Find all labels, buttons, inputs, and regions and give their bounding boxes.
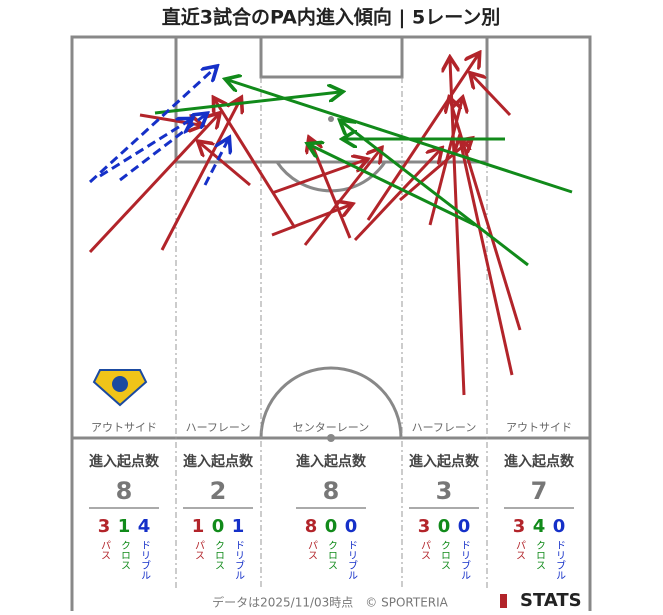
- lane-total: 8: [323, 477, 340, 505]
- lane-name: センターレーン: [293, 421, 369, 434]
- count-label: パス: [514, 540, 526, 560]
- count-value: 8: [305, 516, 318, 537]
- count-value: 1: [232, 516, 245, 537]
- lane-name: ハーフレーン: [186, 421, 251, 434]
- count-value: 3: [418, 516, 431, 537]
- lane-stats: アウトサイド進入起点数83パス1クロス4ドリブルハーフレーン進入起点数21パス0…: [89, 421, 575, 580]
- logo-mark: [500, 594, 507, 608]
- count-value: 0: [325, 516, 338, 537]
- count-value: 0: [345, 516, 358, 537]
- count-value: 3: [513, 516, 526, 537]
- lane-name: アウトサイド: [506, 421, 572, 434]
- count-value: 4: [533, 516, 546, 537]
- entry-arrows: [88, 55, 573, 396]
- count-label: ドリブル: [459, 540, 471, 580]
- count-label: パス: [193, 540, 205, 560]
- lane-total: 8: [116, 477, 133, 505]
- lane-name: アウトサイド: [91, 421, 157, 434]
- team-emblem: [92, 369, 148, 407]
- count-label: クロス: [534, 540, 545, 570]
- lane-total: 2: [210, 477, 227, 505]
- count-label: パス: [99, 540, 111, 560]
- lane-total: 3: [436, 477, 453, 505]
- count-value: 0: [212, 516, 225, 537]
- logo: STATS: [520, 590, 582, 611]
- count-label: クロス: [439, 540, 450, 570]
- pitch: [70, 35, 592, 615]
- count-value: 4: [138, 516, 151, 537]
- count-label: パス: [306, 540, 318, 560]
- count-label: ドリブル: [554, 540, 566, 580]
- count-label: ドリブル: [346, 540, 358, 580]
- count-value: 0: [458, 516, 471, 537]
- count-value: 0: [553, 516, 566, 537]
- lane-heading: 進入起点数: [409, 453, 480, 470]
- lane-heading: 進入起点数: [89, 453, 160, 470]
- title: 直近3試合のPA内進入傾向 | 5レーン別: [162, 6, 501, 29]
- count-value: 1: [192, 516, 205, 537]
- count-label: クロス: [326, 540, 337, 570]
- count-label: パス: [419, 540, 431, 560]
- lane-heading: 進入起点数: [504, 453, 575, 470]
- count-label: ドリブル: [139, 540, 151, 580]
- lane-heading: 進入起点数: [183, 453, 254, 470]
- count-label: ドリブル: [233, 540, 245, 580]
- lane-total: 7: [531, 477, 548, 505]
- lane-name: ハーフレーン: [412, 421, 477, 434]
- lane-heading: 進入起点数: [296, 453, 367, 470]
- count-value: 3: [98, 516, 111, 537]
- count-value: 1: [118, 516, 131, 537]
- count-value: 0: [438, 516, 451, 537]
- footer-note: データは2025/11/03時点 © SPORTERIA: [212, 595, 449, 610]
- count-label: クロス: [213, 540, 224, 570]
- count-label: クロス: [119, 540, 130, 570]
